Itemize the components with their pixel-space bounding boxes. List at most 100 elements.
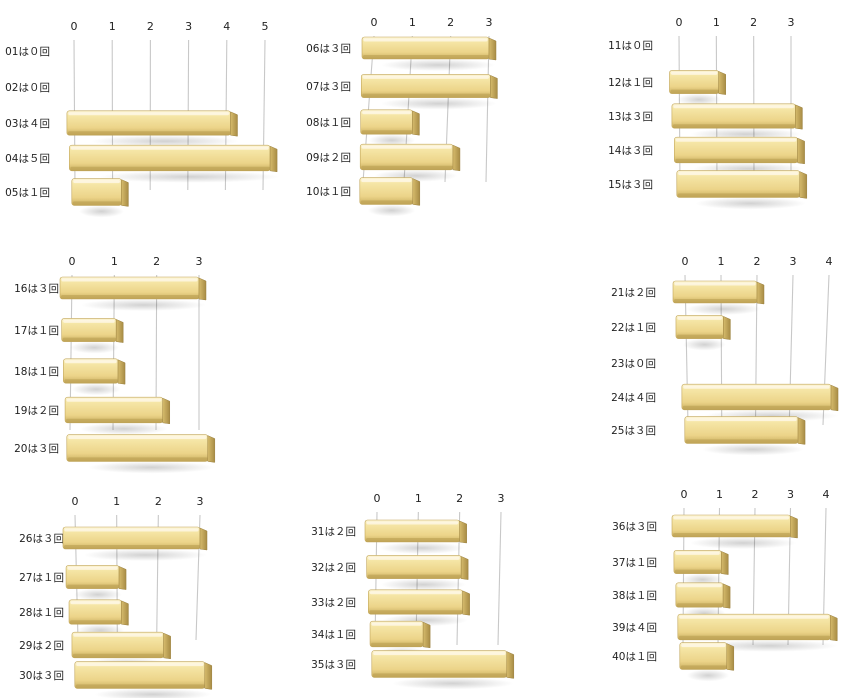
bar-end-cap [830, 384, 839, 412]
bar-shadow [79, 422, 168, 435]
category-label: 33は２回 [311, 597, 356, 609]
category-label: 10は１回 [306, 186, 351, 198]
bar [681, 383, 839, 422]
category-label: 13は３回 [608, 111, 653, 123]
bar-bottom-edge [672, 124, 796, 129]
bar-bottom-edge [372, 673, 507, 678]
bar-highlight [366, 521, 459, 525]
category-label: 28は１回 [19, 607, 64, 619]
bar-bottom-edge [363, 55, 489, 59]
bar-bottom-edge [367, 574, 462, 579]
bar-highlight [369, 591, 462, 595]
bar [62, 526, 208, 561]
bar-highlight [373, 652, 506, 656]
bar-highlight [673, 516, 789, 520]
bar-highlight [361, 145, 452, 149]
bar [371, 650, 515, 690]
bar [366, 555, 469, 591]
x-tick-label: 1 [409, 16, 416, 29]
bar-bottom-edge [361, 165, 453, 170]
bar-end-cap [204, 662, 213, 690]
bar [684, 416, 806, 456]
category-label: 36は３回 [612, 521, 657, 533]
bar-end-cap [718, 71, 726, 95]
category-label: 03は４回 [5, 118, 50, 130]
bar [671, 514, 798, 549]
bar-chart-8: 0 1 2 3 4 36は３回 37は１回 38は１回 39は４回 40は１回 [612, 488, 838, 682]
category-label: 07は３回 [306, 81, 351, 93]
bar [368, 589, 470, 627]
bar-end-cap [452, 144, 461, 172]
bar-end-cap [795, 104, 803, 130]
bar-end-cap [722, 583, 731, 609]
category-label: 23は０回 [611, 358, 656, 370]
bar [359, 143, 461, 182]
bar-end-cap [490, 75, 498, 99]
x-tick-label: 0 [682, 255, 689, 268]
x-tick-label: 1 [713, 16, 720, 29]
bar [63, 358, 126, 396]
bar-highlight [76, 663, 204, 667]
bar-bottom-edge [70, 620, 122, 625]
bar-highlight [66, 398, 162, 402]
bar-bottom-edge [677, 193, 800, 198]
bar-shadow [686, 669, 730, 682]
bar-end-cap [506, 651, 515, 679]
bar-end-cap [797, 417, 806, 445]
category-label: 16は３回 [14, 283, 59, 295]
bar-bottom-edge [678, 635, 831, 640]
bar-bottom-edge [72, 201, 122, 206]
bar-shadow [676, 93, 722, 106]
bar-chart-4: 0 1 2 3 16は３回 17は１回 18は１回 19は２回 20は３回 [14, 255, 216, 474]
bar-end-cap [118, 566, 127, 590]
bar-bottom-edge [680, 665, 727, 670]
bar-highlight [683, 385, 830, 389]
category-label: 24は４回 [611, 392, 656, 404]
bar [66, 110, 239, 148]
bar-shadow [701, 443, 804, 456]
bar [679, 642, 735, 682]
category-label: 01は０回 [5, 46, 50, 58]
bar-bottom-edge [371, 642, 424, 647]
x-tick-label: 0 [676, 16, 683, 29]
bar-bottom-edge [369, 610, 463, 615]
bar-highlight [670, 71, 718, 75]
bar-shadow [83, 549, 207, 561]
bar [59, 276, 207, 311]
category-label: 31は２回 [311, 526, 356, 538]
bar-bottom-edge [64, 545, 200, 549]
bar-shadow [685, 303, 762, 315]
bar-end-cap [488, 37, 497, 61]
bar-highlight [362, 75, 489, 79]
x-tick-label: 0 [681, 488, 688, 501]
bar-end-cap [830, 614, 838, 642]
bar-end-cap [799, 171, 808, 199]
bar-highlight [73, 180, 120, 184]
category-label: 20は３回 [14, 443, 59, 455]
bar-bottom-edge [64, 379, 119, 384]
bar-end-cap [723, 316, 731, 340]
category-label: 14は３回 [608, 145, 653, 157]
bar-end-cap [422, 621, 431, 649]
bar-highlight [73, 633, 163, 637]
category-label: 17は１回 [14, 325, 59, 337]
bar-shadow [695, 197, 806, 210]
x-tick-label: 1 [718, 255, 725, 268]
bar-end-cap [163, 632, 171, 660]
bar-shadow [91, 135, 239, 148]
bar-end-cap [459, 520, 467, 544]
category-label: 04は５回 [5, 153, 50, 165]
bar-shadow [79, 205, 124, 218]
bar-highlight [67, 566, 118, 570]
x-tick-label: 0 [374, 492, 381, 505]
bar-highlight [70, 601, 120, 605]
x-tick-label: 3 [486, 16, 493, 29]
bar [675, 315, 731, 351]
bar-chart-6: 0 1 2 3 26は３回 27は１回 28は１回 29は２回 30は３回 [19, 495, 213, 698]
bar-end-cap [412, 178, 421, 206]
category-label: 25は３回 [611, 425, 656, 437]
x-tick-label: 2 [456, 492, 463, 505]
category-label: 38は１回 [612, 590, 657, 602]
category-label: 18は１回 [14, 366, 59, 378]
category-label: 32は２回 [311, 562, 356, 574]
